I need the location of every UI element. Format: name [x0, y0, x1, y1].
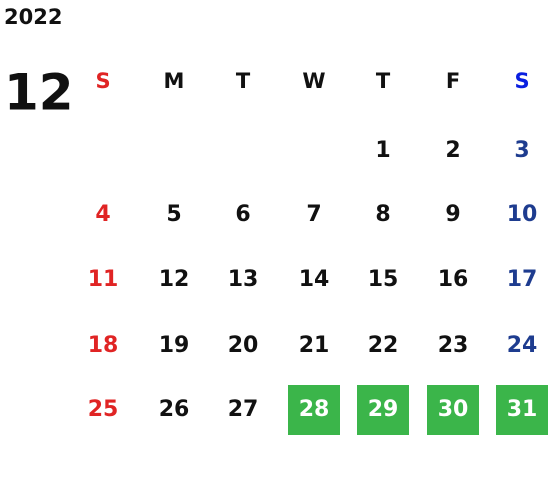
day: 13: [228, 267, 259, 292]
year: 2022: [4, 5, 62, 29]
weekday-label: S: [514, 69, 529, 93]
day: 10: [507, 202, 538, 227]
weekday-label: T: [376, 69, 391, 93]
day: 17: [507, 267, 538, 292]
day: 26: [159, 397, 190, 422]
day: 9: [445, 202, 460, 227]
day: 22: [368, 333, 399, 358]
day: 12: [159, 267, 190, 292]
day: 20: [228, 333, 259, 358]
day: 16: [438, 267, 469, 292]
day: 1: [375, 138, 390, 163]
highlight-box: [427, 385, 479, 435]
weekday-label: T: [236, 69, 251, 93]
day: 25: [88, 397, 119, 422]
highlight-box: [357, 385, 409, 435]
day: 11: [88, 267, 119, 292]
day: 21: [299, 333, 330, 358]
weekday-label: M: [164, 69, 185, 93]
day: 23: [438, 333, 469, 358]
day: 4: [95, 202, 110, 227]
highlight-box: [496, 385, 548, 435]
weekday-label: W: [302, 69, 325, 93]
highlighted-day: 28: [299, 397, 330, 422]
day: 19: [159, 333, 190, 358]
weekday-label: F: [446, 69, 460, 93]
day: 24: [507, 333, 538, 358]
highlight-box: [288, 385, 340, 435]
day: 18: [88, 333, 119, 358]
month: 12: [4, 64, 74, 122]
highlighted-day: 30: [438, 397, 469, 422]
day: 8: [375, 202, 390, 227]
day: 5: [166, 202, 181, 227]
day: 6: [235, 202, 250, 227]
day: 2: [445, 138, 460, 163]
day: 7: [306, 202, 321, 227]
weekday-label: S: [95, 69, 110, 93]
day: 3: [514, 138, 529, 163]
day: 14: [299, 267, 330, 292]
day: 27: [228, 397, 259, 422]
day: 15: [368, 267, 399, 292]
highlighted-day: 29: [368, 397, 399, 422]
highlighted-day: 31: [507, 397, 538, 422]
